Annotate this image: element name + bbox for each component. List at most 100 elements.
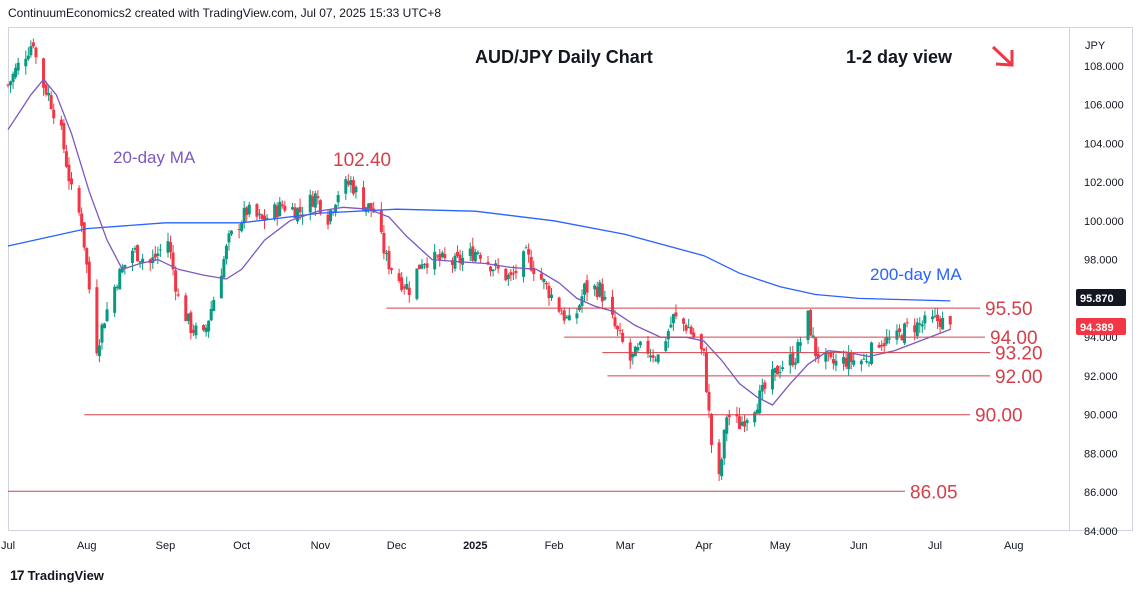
candle-body: [313, 193, 317, 208]
candle-body: [682, 318, 686, 324]
candle-body: [283, 205, 287, 211]
candle-body: [425, 263, 429, 268]
candle-body: [209, 308, 213, 321]
x-tick-label: Jul: [1, 540, 15, 552]
candle-body: [864, 361, 868, 363]
candle-body: [948, 316, 952, 325]
candle-body: [369, 202, 373, 211]
candle-body: [511, 273, 515, 275]
candle-body: [34, 47, 38, 58]
candle-body: [176, 294, 180, 296]
candle-body: [687, 327, 691, 329]
candle-body: [47, 93, 51, 96]
chart-attribution: ContinuumEconomics2 created with Trading…: [8, 6, 442, 20]
candle-body: [468, 248, 472, 256]
y-tick-label: 106.000: [1084, 100, 1124, 112]
candle-body: [491, 269, 495, 272]
candle-body: [87, 261, 91, 290]
candle-body: [9, 81, 13, 86]
x-tick-label: Feb: [545, 540, 564, 552]
candle-body: [229, 230, 233, 235]
candle-body: [755, 409, 759, 414]
candle-body: [583, 283, 587, 295]
candle-body: [600, 283, 604, 302]
candle-body: [240, 223, 244, 232]
candle-body: [847, 353, 851, 370]
ma200-label: 200-day MA: [870, 265, 962, 284]
candle-body: [407, 287, 411, 296]
candle-body: [245, 207, 249, 216]
candle-body: [903, 323, 907, 344]
candle-body: [186, 313, 190, 321]
candle-body: [671, 314, 675, 324]
candle-body: [486, 261, 490, 264]
candle-body: [133, 248, 137, 250]
candle-body: [826, 352, 830, 354]
candle-body: [118, 269, 122, 290]
candle-body: [52, 109, 56, 119]
candle-body: [184, 295, 188, 322]
candle-body: [433, 251, 437, 270]
candle-body: [684, 325, 688, 331]
candle-body: [699, 334, 703, 350]
candle-body: [895, 330, 899, 340]
candle-body: [646, 340, 650, 354]
ma200-line: [7, 208, 951, 302]
candle-body: [415, 268, 419, 299]
candle-body: [941, 317, 945, 330]
candle-body: [496, 266, 500, 269]
candle-body: [362, 187, 366, 211]
candle-body: [760, 385, 764, 392]
y-tick-label: 94.000: [1084, 332, 1118, 344]
candle-body: [844, 357, 848, 367]
candle-body: [522, 251, 526, 277]
candle-body: [773, 367, 777, 373]
candle-body: [737, 416, 741, 430]
candle-body: [257, 213, 261, 215]
candle-body: [829, 351, 833, 358]
candle-body: [204, 327, 208, 333]
candle-body: [308, 194, 312, 213]
candle-body: [166, 241, 170, 253]
candle-body: [354, 186, 358, 193]
candle-body: [222, 258, 226, 278]
candle-body: [153, 253, 157, 258]
candle-body: [349, 180, 353, 186]
candle-body: [16, 62, 20, 71]
candle-body: [191, 329, 195, 333]
candle-body: [82, 222, 86, 248]
candle-body: [6, 84, 10, 86]
candle-body: [616, 326, 620, 330]
candle-body: [770, 369, 774, 390]
candle-body: [618, 330, 622, 332]
candle-body: [265, 217, 269, 219]
candle-body: [478, 254, 482, 259]
candle-body: [753, 412, 757, 423]
candle-body: [397, 273, 401, 282]
candle-body: [636, 347, 640, 351]
candle-body: [562, 310, 566, 321]
candle-body: [351, 180, 355, 194]
candle-body: [49, 95, 53, 109]
candle-body: [610, 296, 614, 315]
candle-body: [669, 324, 673, 328]
svg-text:95.870: 95.870: [1080, 293, 1114, 305]
candle-body: [631, 353, 635, 358]
candle-body: [105, 309, 109, 321]
candle-body: [887, 338, 891, 340]
candle-body: [692, 332, 696, 338]
candle-body: [224, 245, 228, 260]
candle-body: [918, 323, 922, 325]
candle-body: [130, 250, 134, 263]
x-tick-label: Oct: [233, 540, 250, 552]
x-tick-label: 2025: [463, 540, 487, 552]
candle-body: [758, 390, 762, 414]
candle-body: [798, 342, 802, 346]
candle-body: [402, 286, 406, 289]
candle-body: [885, 337, 889, 344]
candle-body: [816, 353, 820, 359]
y-tick-label: 92.000: [1084, 371, 1118, 383]
candle-body: [316, 196, 320, 199]
candle-body: [514, 270, 518, 274]
